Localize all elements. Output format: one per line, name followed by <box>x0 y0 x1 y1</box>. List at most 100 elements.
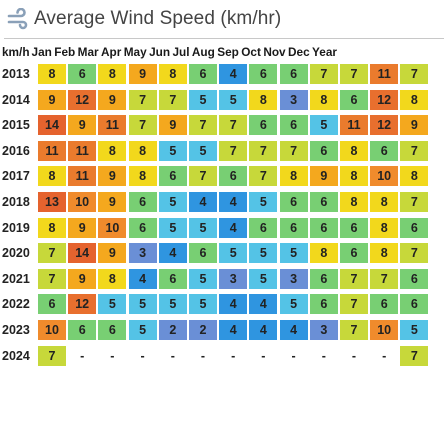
month-cell: 5 <box>249 243 278 264</box>
month-cell: 5 <box>158 217 187 238</box>
month-cell: 6 <box>279 191 308 212</box>
month-cell: 7 <box>38 345 66 366</box>
month-cell: 6 <box>279 64 308 84</box>
month-cell: 4 <box>219 191 248 212</box>
month-cell: - <box>98 345 127 366</box>
month-header-feb: Feb <box>54 45 76 59</box>
table-row: 2016 11 11 8 8 5 5 7 7 7 6 8 6 7 <box>2 138 446 164</box>
month-cell: 6 <box>128 217 157 238</box>
annual-cell: 7 <box>400 64 429 84</box>
month-cell: 14 <box>38 115 66 136</box>
month-cell: 6 <box>158 166 187 187</box>
month-cell: 9 <box>68 217 97 238</box>
month-cell: 6 <box>249 217 278 238</box>
annual-cell: 7 <box>400 243 429 264</box>
month-cell: 7 <box>38 268 66 289</box>
month-cell: 10 <box>98 217 127 238</box>
annual-cell: 6 <box>400 294 429 315</box>
month-cell: 8 <box>128 166 157 187</box>
month-cell: 6 <box>340 89 368 110</box>
year-label: 2020 <box>2 246 30 261</box>
annual-cell: 5 <box>400 319 429 340</box>
month-cell: 4 <box>249 319 278 340</box>
month-cell: 7 <box>340 64 368 84</box>
month-cell: 4 <box>128 268 157 289</box>
table-row: 2022 6 12 5 5 5 5 4 4 5 6 7 6 6 <box>2 291 446 317</box>
month-cell: 8 <box>38 64 66 84</box>
month-cell: 9 <box>98 191 127 212</box>
year-label: 2013 <box>2 67 30 81</box>
month-cell: 5 <box>158 294 187 315</box>
month-header-jul: Jul <box>172 45 190 59</box>
year-label: 2023 <box>2 322 30 337</box>
annual-cell: 7 <box>400 140 429 161</box>
month-cell: 5 <box>189 268 217 289</box>
month-cell: - <box>279 345 308 366</box>
month-header-apr: Apr <box>101 45 122 59</box>
month-header-jun: Jun <box>149 45 171 59</box>
month-cell: 8 <box>98 64 127 84</box>
month-cell: 5 <box>249 191 278 212</box>
month-cell: 9 <box>98 89 127 110</box>
month-cell: 7 <box>158 89 187 110</box>
month-header-may: May <box>123 45 147 59</box>
month-cell: 7 <box>219 140 248 161</box>
year-label: 2021 <box>2 271 30 286</box>
month-cell: 12 <box>68 294 97 315</box>
month-cell: 6 <box>370 294 399 315</box>
table-row: 2018 13 10 9 6 5 4 4 5 6 6 8 8 7 <box>2 189 446 215</box>
annual-cell: 8 <box>400 166 429 187</box>
month-cell: 6 <box>189 64 217 84</box>
month-cell: 6 <box>309 191 338 212</box>
month-cell: 7 <box>309 64 338 84</box>
table-row: 2019 8 9 10 6 5 5 4 6 6 6 6 8 6 <box>2 215 446 241</box>
month-cell: 4 <box>219 64 248 84</box>
month-cell: 4 <box>249 294 278 315</box>
month-cell: 8 <box>370 243 399 264</box>
wind-table: km/h Jan Feb Mar Apr May Jun Jul Aug Sep Oct Nov Dec… <box>2 43 446 368</box>
month-cell: 14 <box>68 243 97 264</box>
month-cell: 9 <box>158 115 187 136</box>
annual-cell: 7 <box>400 191 429 212</box>
month-cell: 4 <box>189 191 217 212</box>
year-header: Year <box>312 45 337 59</box>
year-label: 2018 <box>2 194 30 209</box>
month-cell: 6 <box>98 319 127 340</box>
month-cell: 9 <box>98 166 127 187</box>
month-cell: 6 <box>309 140 338 161</box>
month-cell: 6 <box>370 140 399 161</box>
month-cell: 7 <box>189 166 217 187</box>
month-cell: 10 <box>68 191 97 212</box>
month-cell: 7 <box>249 166 278 187</box>
table-row: 2017 8 11 9 8 6 7 6 7 8 9 8 10 8 <box>2 163 446 189</box>
month-cell: 7 <box>189 115 217 136</box>
month-cell: 9 <box>68 268 97 289</box>
month-cell: 5 <box>128 294 157 315</box>
month-cell: 6 <box>128 191 157 212</box>
month-cell: 5 <box>189 89 217 110</box>
month-header-mar: Mar <box>77 45 99 59</box>
year-label: 2017 <box>2 169 30 184</box>
table-row: 2023 10 6 6 5 2 2 4 4 4 3 7 10 5 <box>2 317 446 343</box>
month-cell: 7 <box>38 243 66 264</box>
wind-icon <box>7 8 28 30</box>
month-cell: 12 <box>68 89 97 110</box>
month-cell: 13 <box>38 191 66 212</box>
month-header-sep: Sep <box>217 45 239 59</box>
year-label: 2019 <box>2 220 30 235</box>
month-cell: 7 <box>219 115 248 136</box>
month-cell: 4 <box>219 217 248 238</box>
month-cell: 8 <box>128 140 157 161</box>
table-row: 2014 9 12 9 7 7 5 5 8 3 8 6 12 8 <box>2 87 446 113</box>
month-cell: 8 <box>340 140 368 161</box>
month-cell: 11 <box>340 115 368 136</box>
month-cell: 5 <box>279 294 308 315</box>
month-cell: 11 <box>68 166 97 187</box>
year-label: 2014 <box>2 92 30 107</box>
month-cell: 8 <box>249 89 278 110</box>
month-cell: 11 <box>98 115 127 136</box>
month-cell: 5 <box>219 89 248 110</box>
month-cell: 6 <box>340 243 368 264</box>
month-cell: 10 <box>370 166 399 187</box>
month-header-nov: Nov <box>263 45 286 59</box>
